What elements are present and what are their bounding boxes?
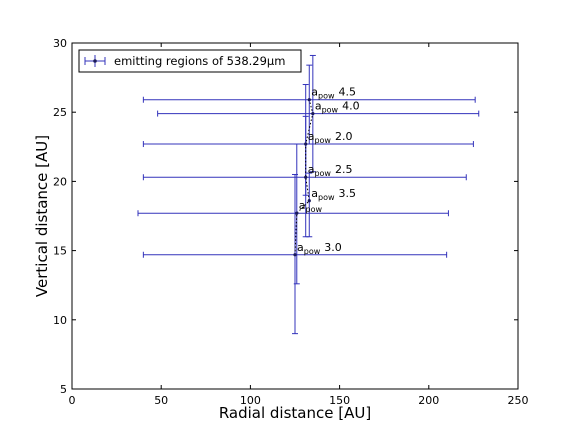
data-point-2 bbox=[307, 199, 311, 203]
data-point-3 bbox=[304, 175, 308, 179]
x-tick-label-4: 200 bbox=[418, 394, 439, 407]
point-annotation-sub-5: pow bbox=[322, 106, 339, 115]
point-annotation-value-0: 3.0 bbox=[324, 241, 342, 254]
point-annotation-sub-6: pow bbox=[318, 92, 335, 101]
x-tick-label-2: 100 bbox=[240, 394, 261, 407]
point-annotation-value-4: 2.0 bbox=[335, 130, 353, 143]
y-tick-label-0: 5 bbox=[60, 383, 67, 396]
legend-icon-marker bbox=[93, 59, 97, 63]
point-annotation-value-2: 3.5 bbox=[339, 187, 357, 200]
y-tick-label-2: 15 bbox=[53, 245, 67, 258]
legend-entry-label: emitting regions of 538.29μm bbox=[114, 54, 285, 68]
legend-errorbar-icon bbox=[84, 55, 106, 67]
data-point-6 bbox=[307, 98, 311, 102]
point-annotation-sub-3: pow bbox=[314, 169, 331, 178]
x-tick-label-3: 150 bbox=[329, 394, 350, 407]
plot-frame bbox=[71, 42, 519, 390]
point-annotation-sub-1: pow bbox=[306, 205, 323, 214]
point-annotation-sub-0: pow bbox=[304, 247, 321, 256]
legend: emitting regions of 538.29μm bbox=[78, 49, 302, 73]
data-point-1 bbox=[295, 211, 299, 215]
y-tick-label-4: 25 bbox=[53, 106, 67, 119]
point-annotation-value-5: 4.0 bbox=[342, 100, 360, 113]
markers-group bbox=[293, 98, 315, 257]
x-tick-label-1: 50 bbox=[154, 394, 168, 407]
tick-labels-group: 0 50 100 150 200 250 5 10 15 20 25 30 bbox=[53, 37, 529, 407]
y-tick-label-3: 20 bbox=[53, 175, 67, 188]
point-annotation-value-6: 4.5 bbox=[339, 86, 357, 99]
data-point-4 bbox=[304, 142, 308, 146]
x-axis-label: Radial distance [AU] bbox=[219, 404, 371, 422]
y-tick-label-1: 10 bbox=[53, 314, 67, 327]
data-point-5 bbox=[311, 111, 315, 116]
data-point-0 bbox=[293, 253, 297, 257]
y-tick-label-5: 30 bbox=[53, 37, 67, 50]
x-tick-label-0: 0 bbox=[69, 394, 76, 407]
point-annotation-4: apow 2.0 bbox=[308, 130, 353, 145]
legend-box bbox=[78, 49, 302, 73]
point-annotation-value-3: 2.5 bbox=[335, 163, 353, 176]
x-tick-label-5: 250 bbox=[508, 394, 529, 407]
y-axis-label: Vertical distance [AU] bbox=[33, 135, 51, 297]
ticks-group bbox=[71, 42, 519, 390]
point-annotation-sub-2: pow bbox=[318, 193, 335, 202]
point-annotation-sub-4: pow bbox=[314, 136, 331, 145]
